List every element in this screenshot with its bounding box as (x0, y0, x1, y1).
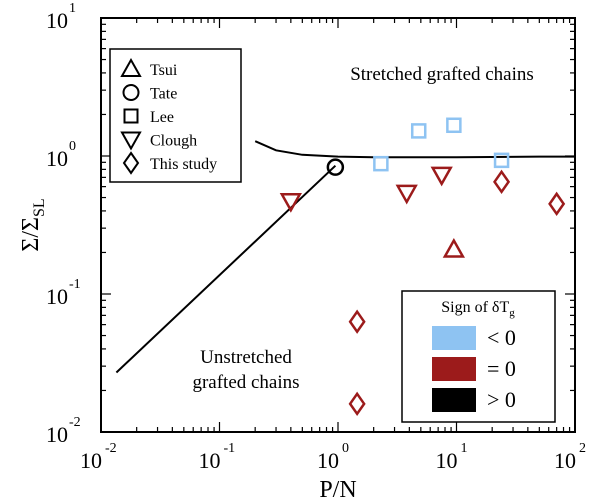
model-curve-1 (254, 140, 575, 159)
legend-label: Tsui (150, 62, 178, 79)
legend-marker-triangle-down-icon (120, 131, 142, 151)
legend-label: Clough (150, 133, 197, 150)
data-point-square (493, 152, 510, 169)
x-axis-label: P/N (319, 477, 356, 503)
data-point-diamond (548, 191, 566, 217)
x-tick-label-exponent: 1 (461, 441, 468, 456)
y-tick-label-exponent: -1 (69, 277, 81, 292)
model-curve-2 (115, 164, 337, 374)
data-point-diamond (493, 169, 511, 194)
axis-ticks (100, 17, 576, 433)
data-points (279, 117, 566, 417)
color-legend: Sign of δTg < 0 = 0 > 0 (401, 290, 556, 423)
legend-label: Lee (150, 109, 174, 126)
legend-color-label: < 0 (487, 325, 516, 350)
y-tick-label-exponent: 1 (69, 1, 76, 16)
legend-color-label: > 0 (487, 387, 516, 412)
legend-label: Tate (150, 86, 177, 103)
data-point-triangle-down (395, 184, 418, 205)
x-tick-label: 10 (436, 448, 458, 473)
annotation-stretched: Stretched grafted chains (350, 64, 534, 85)
x-tick-label: 10 (80, 448, 102, 473)
x-tick-label-exponent: 0 (342, 441, 349, 456)
y-tick-label: 10 (46, 8, 68, 33)
legend-color-label: = 0 (487, 356, 516, 381)
x-tick-label: 10 (554, 448, 576, 473)
axis-tick-labels: 10 -2 10 -1 10 0 10 1 10 210 -210 -110 010 1 (46, 1, 586, 473)
annotation-unstretched-line1: Unstretched (200, 347, 292, 368)
data-point-circle (326, 158, 345, 176)
x-tick-label-exponent: -2 (105, 441, 117, 456)
y-tick-label: 10 (46, 422, 68, 447)
color-legend-title-subscript: g (509, 307, 515, 319)
x-tick-label: 10 (317, 448, 339, 473)
annotation-unstretched-line2: grafted chains (192, 372, 299, 393)
data-point-diamond (348, 391, 366, 417)
marker-legend: Tsui Tate Lee Clough This study (109, 48, 242, 183)
y-axis-label-subscript: SL (31, 198, 48, 217)
data-point-diamond (348, 309, 366, 334)
y-tick-label-exponent: -2 (69, 415, 81, 430)
color-legend-title: Sign of δTg (441, 299, 515, 319)
legend-marker-diamond-icon (122, 151, 140, 175)
data-point-triangle-up (442, 237, 465, 258)
y-tick-label-exponent: 0 (69, 139, 76, 154)
data-point-square (446, 117, 462, 134)
legend-label: This study (150, 156, 217, 173)
data-point-square (410, 123, 427, 139)
legend-color-swatch (432, 326, 476, 350)
legend-marker-circle-icon (122, 84, 140, 101)
legend-marker-square-icon (123, 108, 139, 124)
y-axis-label: Σ/ΣSL (18, 198, 48, 251)
legend-color-swatch (432, 357, 476, 381)
x-tick-label-exponent: 2 (579, 441, 586, 456)
color-legend-box (401, 290, 556, 423)
data-point-triangle-down (279, 193, 302, 213)
legend-marker-triangle-up-icon (120, 57, 142, 77)
marker-legend-box (109, 48, 242, 183)
y-tick-label: 10 (46, 284, 68, 309)
y-tick-label: 10 (46, 146, 68, 171)
x-tick-label-exponent: -1 (224, 441, 236, 456)
legend-color-swatch (432, 388, 476, 412)
x-tick-label: 10 (199, 448, 221, 473)
data-point-square (373, 155, 389, 172)
data-point-triangle-down (430, 166, 453, 187)
